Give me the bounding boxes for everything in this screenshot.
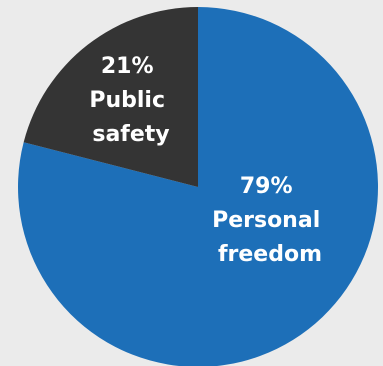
slice-label-public-safety-line-3: safety [92,122,169,147]
slice-label-public-safety-line-1: 21% [101,54,154,79]
slice-label-personal-freedom: 79% Personal freedom [212,174,328,267]
slice-label-public-safety: 21% Public safety [89,54,172,147]
pie-slice-public-safety [23,7,198,187]
pie-slice-personal-freedom [18,7,378,366]
slice-label-personal-freedom-line-2: Personal [212,208,320,233]
slice-label-personal-freedom-line-3: freedom [218,242,322,267]
slice-label-public-safety-line-2: Public [89,88,165,113]
slice-label-personal-freedom-line-1: 79% [240,174,293,199]
